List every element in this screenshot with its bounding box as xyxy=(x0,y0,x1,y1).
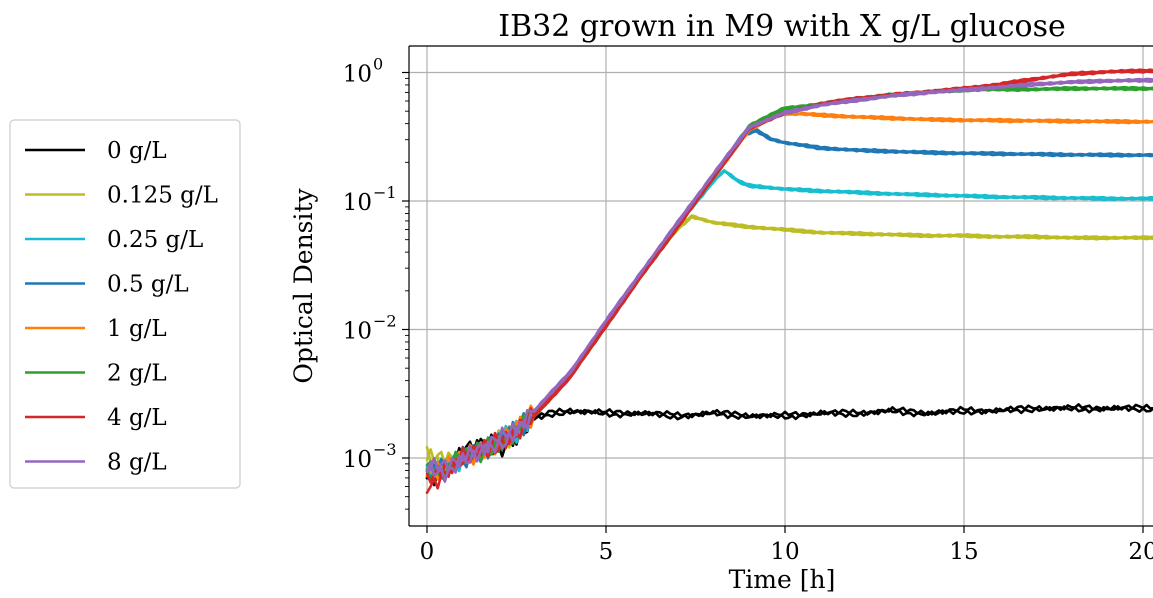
y-tick-exponent: −3 xyxy=(373,440,397,459)
series-line-0-5-g-l xyxy=(425,127,1153,481)
series-line-0-125-g-l xyxy=(425,215,1153,474)
x-tick-label: 10 xyxy=(770,539,799,565)
legend-label-0-25-g-l: 0.25 g/L xyxy=(107,227,203,253)
series-line-0-g-l xyxy=(425,403,1153,480)
y-tick-exponent: 0 xyxy=(373,55,383,74)
grid-layer xyxy=(409,46,1153,526)
x-tick-label: 15 xyxy=(949,539,978,565)
series-line-8-g-l xyxy=(425,79,1153,483)
y-tick-label: 10 xyxy=(343,319,372,345)
series-line-2-g-l xyxy=(425,85,1153,481)
legend: 0 g/L 0.125 g/L 0.25 g/L 0.5 g/L 1 g/L 2 g/L 4… xyxy=(9,119,241,489)
series-line-2-g-l xyxy=(425,87,1153,484)
series-line-4-g-l xyxy=(425,70,1153,495)
x-axis-label: Time [h] xyxy=(729,565,836,594)
legend-label-1-g-l: 1 g/L xyxy=(107,316,167,342)
axes-frame xyxy=(408,45,1153,527)
y-tick-label: 10 xyxy=(343,62,372,88)
legend-label-0-5-g-l: 0.5 g/L xyxy=(107,272,189,298)
legend-label-2-g-l: 2 g/L xyxy=(107,361,167,387)
x-tick-label: 0 xyxy=(420,539,435,565)
chart-title: IB32 grown in M9 with X g/L glucose xyxy=(498,9,1066,44)
series-line-0-25-g-l xyxy=(425,169,1153,476)
x-tick-label: 20 xyxy=(1128,539,1153,565)
series-line-1-g-l xyxy=(425,112,1153,479)
series-line-0-125-g-l xyxy=(425,214,1153,467)
legend-frame xyxy=(9,119,241,489)
legend-label-0-125-g-l: 0.125 g/L xyxy=(107,183,218,209)
series-line-0-g-l xyxy=(425,404,1153,487)
series-line-0-5-g-l xyxy=(425,130,1153,478)
series-line-8-g-l xyxy=(425,77,1153,473)
x-tick-label: 5 xyxy=(599,539,614,565)
legend-label-0-g-l: 0 g/L xyxy=(107,138,167,164)
series-line-0-25-g-l xyxy=(425,170,1153,478)
series-line-1-g-l xyxy=(425,111,1153,481)
y-tick-label: 10 xyxy=(343,447,372,473)
legend-label-8-g-l: 8 g/L xyxy=(107,450,167,476)
series-line-4-g-l xyxy=(425,68,1153,484)
y-tick-exponent: −2 xyxy=(373,312,397,331)
y-axis-label: Optical Density xyxy=(289,187,318,383)
y-tick-exponent: −1 xyxy=(373,183,397,202)
series-layer xyxy=(425,68,1153,495)
legend-label-4-g-l: 4 g/L xyxy=(107,405,167,431)
y-tick-label: 10 xyxy=(343,190,372,216)
